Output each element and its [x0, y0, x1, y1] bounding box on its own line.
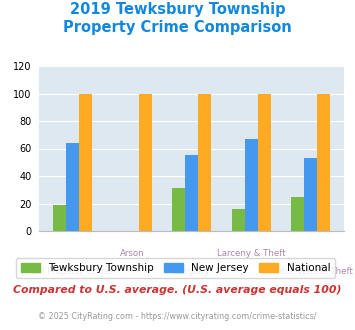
Bar	[185, 155, 198, 231]
Bar	[258, 93, 271, 231]
Bar	[53, 205, 66, 231]
Text: Burglary: Burglary	[173, 267, 210, 276]
Bar	[304, 158, 317, 231]
Text: All Property Crime: All Property Crime	[33, 267, 111, 276]
Bar	[172, 188, 185, 231]
Legend: Tewksbury Township, New Jersey, National: Tewksbury Township, New Jersey, National	[16, 258, 335, 278]
Bar	[66, 143, 79, 231]
Text: Motor Vehicle Theft: Motor Vehicle Theft	[269, 267, 353, 276]
Bar	[245, 139, 258, 231]
Text: © 2025 CityRating.com - https://www.cityrating.com/crime-statistics/: © 2025 CityRating.com - https://www.city…	[38, 312, 317, 321]
Bar	[79, 93, 92, 231]
Text: Arson: Arson	[120, 249, 144, 258]
Text: Property Crime Comparison: Property Crime Comparison	[63, 20, 292, 35]
Bar	[231, 209, 245, 231]
Bar	[139, 93, 152, 231]
Bar	[198, 93, 211, 231]
Text: 2019 Tewksbury Township: 2019 Tewksbury Township	[70, 2, 285, 16]
Bar	[291, 197, 304, 231]
Bar	[317, 93, 331, 231]
Text: Compared to U.S. average. (U.S. average equals 100): Compared to U.S. average. (U.S. average …	[13, 285, 342, 295]
Text: Larceny & Theft: Larceny & Theft	[217, 249, 285, 258]
